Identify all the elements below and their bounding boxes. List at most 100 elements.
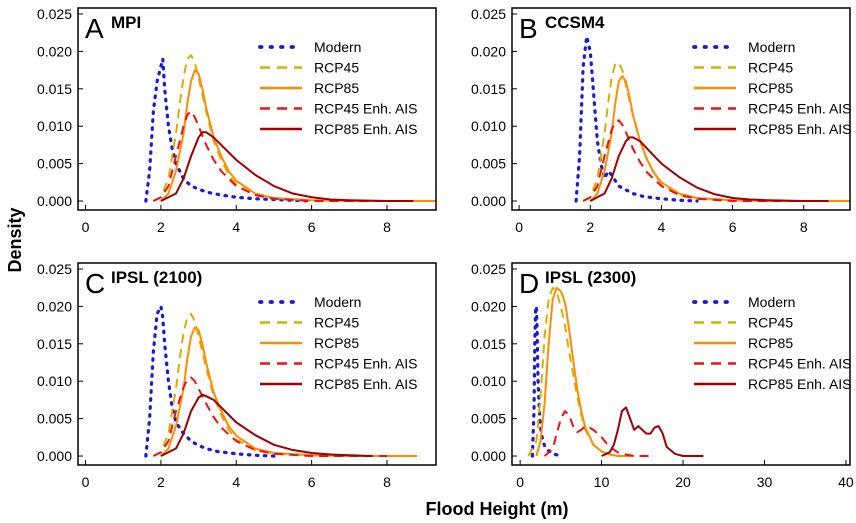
- legend: Modern RCP45 RCP85 RCP45 Enh. AIS RCP85 Enh.…: [692, 39, 852, 137]
- y-tick-label: 0.015: [471, 336, 506, 352]
- panel-b: 0.000 0.005 0.010 0.015 0.020 0.025 0 2 4 6 8 B CCSM…: [471, 6, 852, 235]
- series-group: [527, 286, 704, 458]
- legend-label: Modern: [314, 294, 361, 310]
- y-tick-label: 0.010: [37, 118, 72, 134]
- legend-label: RCP45 Enh. AIS: [748, 101, 852, 117]
- series-line-rcp85-enh-ais: [160, 131, 414, 203]
- legend-label: Modern: [748, 294, 795, 310]
- x-tick-label: 40: [838, 474, 854, 490]
- legend-label: RCP45: [748, 315, 793, 331]
- series-line-rcp45-enh-ais: [582, 119, 804, 203]
- series-line-rcp85: [535, 286, 635, 458]
- x-tick-label: 8: [383, 219, 391, 235]
- y-tick-label: 0.015: [471, 81, 506, 97]
- plot-frame: [77, 7, 437, 211]
- legend-label: RCP85 Enh. AIS: [314, 376, 418, 392]
- y-tick-label: 0.025: [471, 261, 506, 277]
- series-group: [144, 304, 418, 458]
- x-tick-label: 2: [157, 219, 165, 235]
- series-line-rcp85-enh-ais: [160, 393, 372, 458]
- legend: Modern RCP45 RCP85 RCP45 Enh. AIS RCP85 Enh.…: [258, 294, 418, 392]
- y-tick-label: 0.000: [471, 448, 506, 464]
- y-tick-label: 0.025: [471, 6, 506, 22]
- y-tick-label: 0.020: [37, 43, 72, 59]
- panel-d: 0.000 0.005 0.010 0.015 0.020 0.025 0 10 20 30 40 D…: [471, 261, 854, 490]
- panel-title: IPSL (2100): [111, 268, 202, 287]
- x-tick-label: 30: [757, 474, 773, 490]
- y-tick-label: 0.010: [471, 373, 506, 389]
- x-tick-label: 4: [232, 474, 240, 490]
- y-tick-label: 0.005: [37, 411, 72, 427]
- x-tick-label: 4: [232, 219, 240, 235]
- series-line-rcp45-enh-ais: [152, 110, 388, 203]
- y-axis-title: Density: [5, 207, 25, 272]
- series-line-rcp85-enh-ais: [589, 136, 829, 203]
- y-tick-label: 0.015: [37, 81, 72, 97]
- legend-label: RCP85: [314, 335, 359, 351]
- x-tick-label: 2: [157, 474, 165, 490]
- x-tick-label: 0: [82, 474, 90, 490]
- x-tick-label: 6: [308, 474, 316, 490]
- series-group: [144, 54, 436, 203]
- legend-label: RCP45: [314, 60, 359, 76]
- y-tick-label: 0.015: [37, 336, 72, 352]
- plot-frame: [511, 7, 851, 211]
- y-tick-label: 0.010: [471, 118, 506, 134]
- panel-letter: D: [519, 268, 539, 299]
- panel-letter: C: [85, 268, 105, 299]
- x-tick-label: 2: [586, 219, 594, 235]
- panels: 0.000 0.005 0.010 0.015 0.020 0.025 0 2 4 6 8 A MPI M…: [37, 6, 854, 490]
- legend-label: RCP85: [314, 80, 359, 96]
- x-tick-label: 10: [594, 474, 610, 490]
- y-tick-label: 0.020: [471, 298, 506, 314]
- plot-frame: [77, 262, 437, 466]
- legend-label: RCP45: [748, 60, 793, 76]
- plot-frame: [511, 262, 851, 466]
- y-tick-label: 0.025: [37, 261, 72, 277]
- y-tick-label: 0.000: [37, 193, 72, 209]
- x-tick-label: 6: [308, 219, 316, 235]
- legend-label: RCP45: [314, 315, 359, 331]
- series-line-modern: [144, 304, 276, 458]
- x-tick-label: 0: [82, 219, 90, 235]
- legend-label: RCP85 Enh. AIS: [748, 376, 852, 392]
- panel-c: 0.000 0.005 0.010 0.015 0.020 0.025 0 2 4 6 8 C IPSL…: [37, 261, 437, 490]
- y-tick-label: 0.000: [37, 448, 72, 464]
- y-tick-label: 0.005: [471, 156, 506, 172]
- legend-label: RCP85 Enh. AIS: [314, 121, 418, 137]
- legend-label: RCP45 Enh. AIS: [314, 101, 418, 117]
- y-tick-label: 0.005: [471, 411, 506, 427]
- legend-label: Modern: [314, 39, 361, 55]
- series-line-rcp45-enh-ais: [543, 410, 651, 458]
- panel-title: CCSM4: [545, 13, 605, 32]
- y-tick-label: 0.020: [37, 298, 72, 314]
- y-tick-label: 0.010: [37, 373, 72, 389]
- x-tick-label: 8: [800, 219, 808, 235]
- legend: Modern RCP45 RCP85 RCP45 Enh. AIS RCP85 Enh.…: [258, 39, 418, 137]
- x-tick-label: 20: [675, 474, 691, 490]
- y-tick-label: 0.005: [37, 156, 72, 172]
- panel-letter: A: [85, 13, 104, 44]
- legend-label: RCP45 Enh. AIS: [314, 356, 418, 372]
- legend-label: Modern: [748, 39, 795, 55]
- series-group: [574, 34, 850, 203]
- series-line-modern: [574, 34, 699, 203]
- x-tick-label: 0: [516, 474, 524, 490]
- x-tick-label: 0: [515, 219, 523, 235]
- legend-label: RCP85: [748, 80, 793, 96]
- legend: Modern RCP45 RCP85 RCP45 Enh. AIS RCP85 Enh.…: [692, 294, 852, 392]
- series-line-rcp85-enh-ais: [601, 406, 704, 458]
- panel-a: 0.000 0.005 0.010 0.015 0.020 0.025 0 2 4 6 8 A MPI M…: [37, 6, 437, 235]
- x-tick-label: 8: [383, 474, 391, 490]
- panel-title: IPSL (2300): [545, 268, 636, 287]
- y-tick-label: 0.025: [37, 6, 72, 22]
- x-tick-label: 6: [729, 219, 737, 235]
- series-line-modern: [530, 304, 563, 458]
- legend-label: RCP85: [748, 335, 793, 351]
- y-tick-label: 0.000: [471, 193, 506, 209]
- legend-label: RCP85 Enh. AIS: [748, 121, 852, 137]
- x-tick-label: 4: [658, 219, 666, 235]
- y-tick-label: 0.020: [471, 43, 506, 59]
- series-line-rcp45-enh-ais: [152, 376, 388, 458]
